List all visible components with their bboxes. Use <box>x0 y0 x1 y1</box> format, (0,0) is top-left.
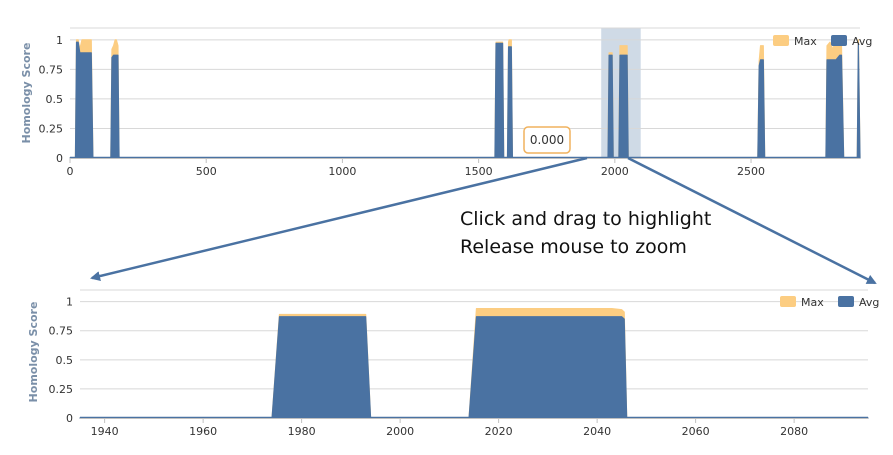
y-tick-label: 0.5 <box>56 354 74 367</box>
detail-chart[interactable]: 1940 1960 1980 2000 2020 2040 2060 2080 0 0.25 0.… <box>27 289 879 438</box>
zoom-arrow-left <box>90 156 588 281</box>
legend-label-max[interactable]: Max <box>794 35 817 48</box>
y-tick-label: 0 <box>56 152 63 165</box>
series-area-avg[interactable] <box>79 316 869 419</box>
tooltip-value: 0.000 <box>530 133 564 147</box>
legend-label-max[interactable]: Max <box>801 296 824 309</box>
x-tick-label: 1000 <box>328 165 356 178</box>
overview-x-ticks: 0 500 1000 1500 2000 2500 <box>67 158 765 178</box>
overview-y-axis-label: Homology Score <box>20 43 33 144</box>
instruction-line-2: Release mouse to zoom <box>460 236 687 258</box>
detail-legend[interactable]: Max Avg <box>780 296 879 309</box>
overview-y-ticks: 0 0.25 0.5 0.75 1 <box>39 34 64 165</box>
legend-label-avg[interactable]: Avg <box>852 35 872 48</box>
overview-chart[interactable]: 0 500 1000 1500 2000 2500 0 0.25 0.5 0.75 1 Homol… <box>20 27 872 178</box>
y-tick-label: 0.25 <box>39 122 64 135</box>
x-tick-label: 2000 <box>386 425 414 438</box>
legend-label-avg[interactable]: Avg <box>859 296 879 309</box>
x-tick-label: 2080 <box>780 425 808 438</box>
x-tick-label: 2020 <box>485 425 513 438</box>
overview-gridlines <box>70 27 860 129</box>
legend-swatch-avg[interactable] <box>838 296 854 307</box>
zoom-arrows <box>90 156 877 285</box>
detail-x-ticks: 1940 1960 1980 2000 2020 2040 2060 2080 <box>91 418 808 438</box>
y-tick-label: 0.75 <box>39 63 64 76</box>
overview-legend[interactable]: Max Avg <box>773 35 872 48</box>
x-tick-label: 500 <box>196 165 217 178</box>
legend-swatch-avg[interactable] <box>831 35 847 46</box>
x-tick-label: 0 <box>67 165 74 178</box>
x-tick-label: 1980 <box>288 425 316 438</box>
y-tick-label: 0.25 <box>49 383 74 396</box>
x-tick-label: 2040 <box>583 425 611 438</box>
x-tick-label: 1960 <box>189 425 217 438</box>
y-tick-label: 0.75 <box>49 325 74 338</box>
tooltip-box <box>523 126 571 154</box>
value-tooltip: 0.000 <box>523 126 571 154</box>
series-area-avg[interactable] <box>69 41 861 159</box>
detail-y-axis-label: Homology Score <box>27 302 40 403</box>
y-tick-label: 1 <box>56 34 63 47</box>
y-tick-label: 0 <box>66 412 73 425</box>
x-tick-label: 2060 <box>682 425 710 438</box>
detail-y-ticks: 0 0.25 0.5 0.75 1 <box>49 296 74 425</box>
y-tick-label: 0.5 <box>46 93 64 106</box>
x-tick-label: 1500 <box>465 165 493 178</box>
zoom-arrow-right <box>627 156 877 285</box>
legend-swatch-max[interactable] <box>773 35 789 46</box>
x-tick-label: 1940 <box>91 425 119 438</box>
detail-series <box>79 308 869 419</box>
x-tick-label: 2500 <box>737 165 765 178</box>
legend-swatch-max[interactable] <box>780 296 796 307</box>
instruction-line-1: Click and drag to highlight <box>460 208 711 230</box>
x-tick-label: 2000 <box>601 165 629 178</box>
y-tick-label: 1 <box>66 296 73 309</box>
